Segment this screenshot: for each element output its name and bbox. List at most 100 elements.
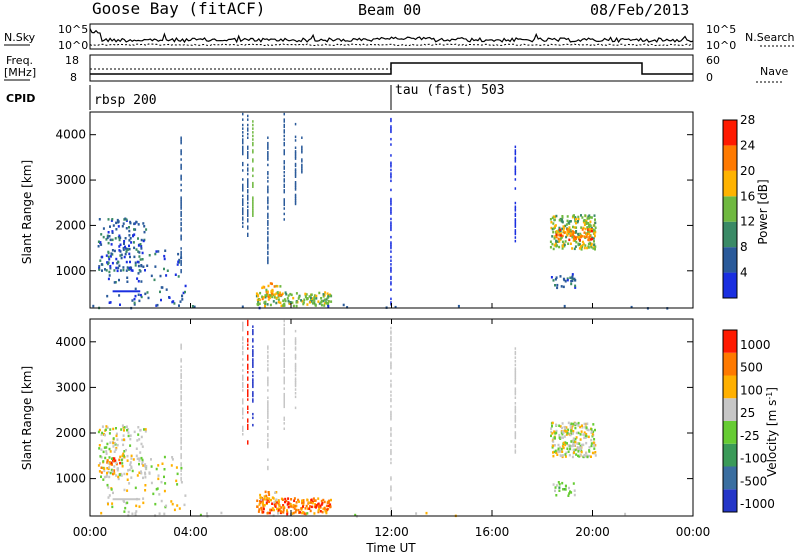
data-cell xyxy=(247,442,249,445)
data-cell xyxy=(164,249,167,252)
data-cell xyxy=(579,444,582,448)
data-cell xyxy=(581,424,583,428)
data-cell xyxy=(127,510,130,514)
data-cell xyxy=(311,298,314,302)
data-cell xyxy=(128,239,131,242)
freq-label: Freq. xyxy=(6,54,33,67)
data-cell xyxy=(390,188,392,192)
y-tick-label: 3000 xyxy=(55,380,86,394)
data-cell xyxy=(561,450,564,453)
data-cell xyxy=(457,304,460,308)
data-cell xyxy=(176,263,179,266)
x-axis: 00:00 04:00 08:00 12:00 16:00 20:00 00:00 xyxy=(73,303,711,539)
data-cell xyxy=(583,223,586,226)
data-cell xyxy=(588,226,591,229)
data-cell xyxy=(301,511,304,515)
data-cell xyxy=(132,241,135,244)
x-tick-label: 12:00 xyxy=(374,525,409,539)
data-cell xyxy=(283,167,285,170)
data-cell xyxy=(317,497,320,500)
data-cell xyxy=(555,239,558,243)
data-cell xyxy=(112,498,141,501)
data-cell xyxy=(180,205,182,208)
data-cell xyxy=(259,496,262,499)
data-cell xyxy=(301,160,303,163)
data-cell xyxy=(579,446,582,449)
data-cell xyxy=(242,123,244,127)
data-cell xyxy=(242,178,244,181)
data-cell xyxy=(272,300,275,303)
data-cell xyxy=(267,405,269,409)
data-cell xyxy=(573,440,576,443)
data-cell xyxy=(587,215,590,218)
data-cell xyxy=(252,394,254,398)
data-cell xyxy=(177,252,180,256)
data-cell xyxy=(284,497,287,501)
freq-tick-top: 18 xyxy=(65,54,79,67)
data-cell xyxy=(558,433,561,437)
data-cell xyxy=(220,511,223,515)
data-cell xyxy=(242,433,244,436)
data-cell xyxy=(128,247,131,251)
data-cell xyxy=(514,360,517,363)
data-cell xyxy=(566,230,569,233)
data-cell xyxy=(294,368,297,371)
data-cell xyxy=(514,443,517,447)
data-cell xyxy=(590,244,593,248)
data-cell xyxy=(242,336,244,339)
data-cell xyxy=(252,181,254,185)
data-cell xyxy=(125,260,128,264)
data-cell xyxy=(135,504,138,508)
data-cell xyxy=(327,501,330,504)
data-cell xyxy=(155,304,158,307)
data-cell xyxy=(283,120,285,123)
data-cell xyxy=(566,228,569,231)
data-cell xyxy=(180,270,182,274)
data-cell xyxy=(575,453,578,456)
data-cell xyxy=(242,194,244,198)
data-cell xyxy=(150,481,153,485)
data-cell xyxy=(140,245,143,248)
data-cell xyxy=(514,151,517,154)
data-cell xyxy=(390,165,392,168)
x-tick-label: 00:00 xyxy=(676,525,711,539)
data-cell xyxy=(180,387,182,390)
data-cell xyxy=(130,466,133,470)
data-cell xyxy=(514,218,517,221)
data-cell xyxy=(115,257,118,261)
data-cell xyxy=(593,234,596,238)
data-cell xyxy=(180,456,182,460)
nave-tick-top: 60 xyxy=(706,54,720,67)
data-cell xyxy=(180,269,182,272)
data-cell xyxy=(184,284,187,288)
data-cell xyxy=(112,472,114,476)
data-cell xyxy=(180,445,182,449)
data-cell xyxy=(117,475,120,479)
data-cell xyxy=(267,261,269,265)
data-cell xyxy=(583,454,586,457)
data-cell xyxy=(287,497,290,500)
data-cell xyxy=(561,430,564,433)
data-cell xyxy=(242,327,244,330)
data-cell xyxy=(134,228,137,231)
data-cell xyxy=(247,151,249,154)
data-cell xyxy=(247,232,249,236)
data-cell xyxy=(561,240,564,244)
data-cell xyxy=(267,403,269,407)
data-cell xyxy=(577,424,580,427)
data-cell xyxy=(118,278,120,282)
data-cell xyxy=(569,276,572,279)
data-cell xyxy=(282,504,285,507)
data-cell xyxy=(171,458,174,461)
data-cell xyxy=(112,457,115,460)
data-cell xyxy=(242,207,244,210)
data-cell xyxy=(160,499,163,503)
data-cell xyxy=(559,446,562,449)
data-cell xyxy=(572,231,575,234)
data-cell xyxy=(593,452,596,455)
data-cell xyxy=(294,175,297,178)
data-cell xyxy=(415,512,418,515)
data-cell xyxy=(283,189,285,192)
data-cell xyxy=(242,427,244,430)
data-cell xyxy=(144,473,147,476)
